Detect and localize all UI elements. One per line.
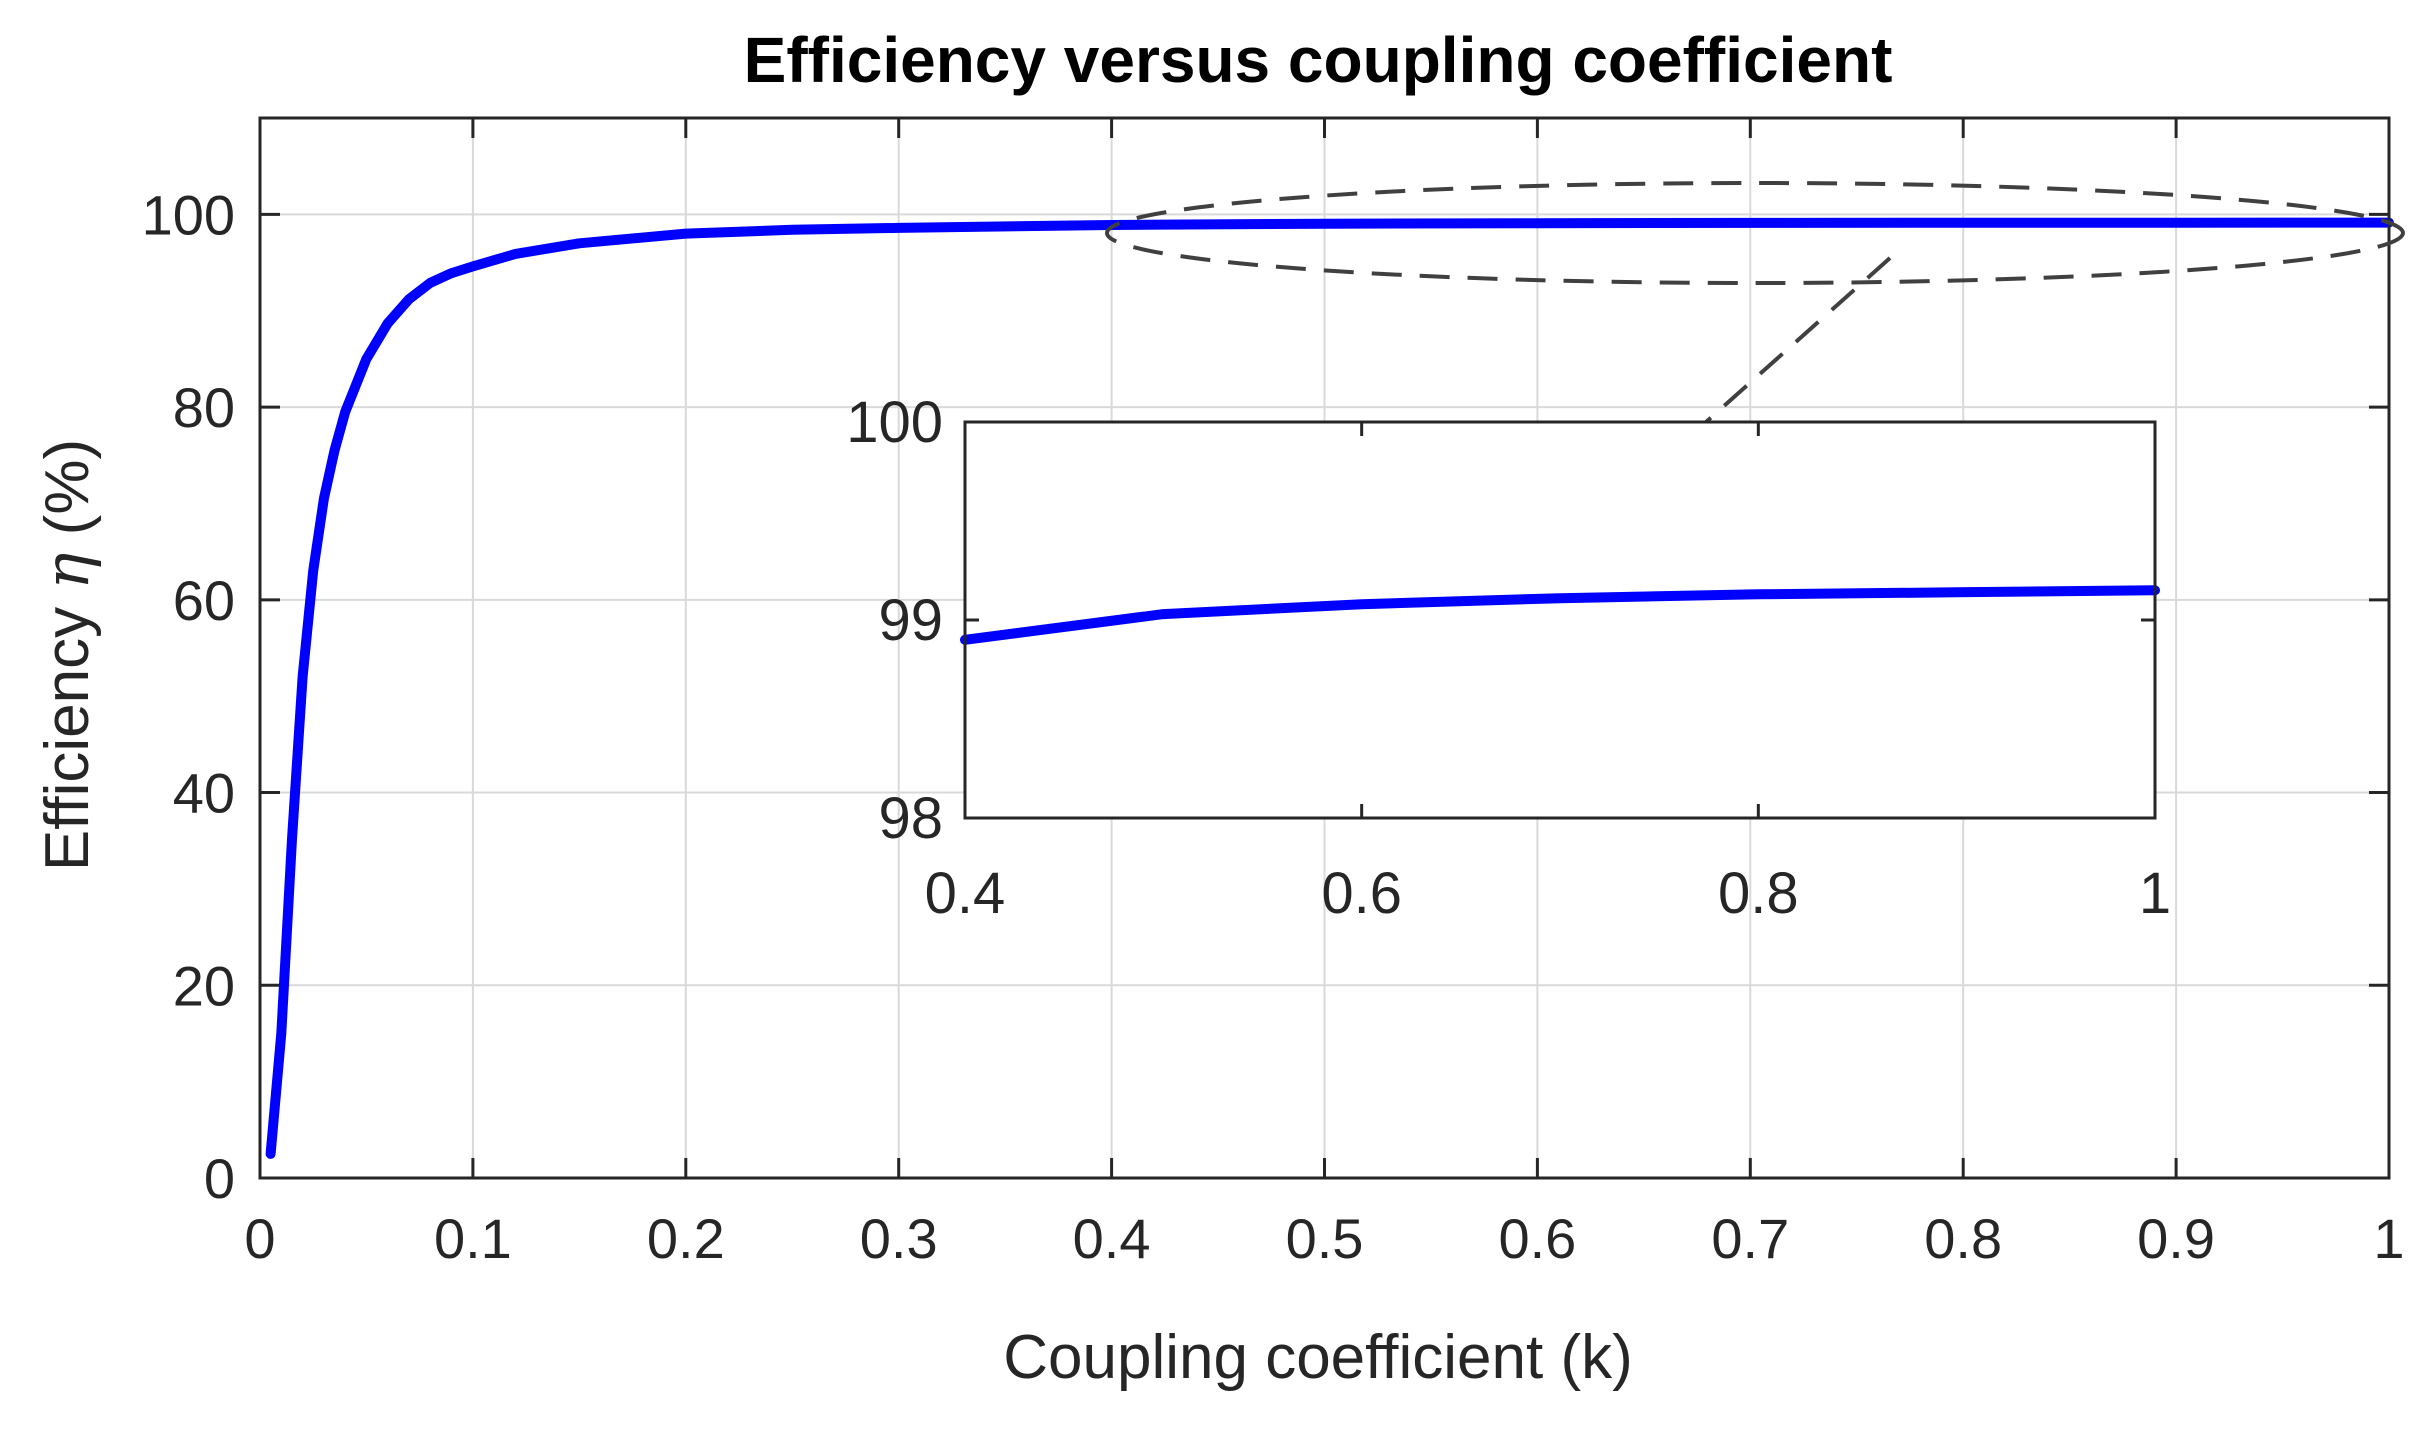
x-tick-label: 0 [244,1207,275,1270]
x-tick-label: 0.5 [1286,1207,1364,1270]
inset-efficiency-series-line [960,585,2160,645]
inset-y-tick-label: 98 [878,786,943,851]
y-tick-labels: 0 20 40 60 80 100 [142,183,235,1210]
y-axis-label: Efficiency η (%) [30,439,103,871]
y-tick-label: 60 [173,569,235,632]
inset-y-tick-labels: 98 99 100 [846,390,943,851]
x-tick-label: 0.1 [434,1207,512,1270]
x-tick-label: 0.3 [860,1207,938,1270]
inset-background [965,422,2155,818]
inset-y-tick-label: 100 [846,390,943,455]
y-tick-label: 100 [142,183,235,246]
inset-y-tick-label: 99 [878,588,943,653]
inset-x-tick-label: 0.4 [925,861,1006,926]
inset-series [960,585,2160,645]
inset-axes-box [963,420,2157,820]
x-tick-label: 1 [2373,1207,2404,1270]
y-tick-label: 20 [173,954,235,1017]
y-axis-label-prefix: Efficiency [33,590,102,871]
main-series [265,217,2394,1159]
x-tick-label: 0.8 [1924,1207,2002,1270]
zoom-region-ellipse [1105,181,2405,285]
x-tick-label: 0.7 [1711,1207,1789,1270]
inset-x-tick-labels: 0.4 0.6 0.8 1 [925,861,2171,926]
main-axes-box [258,116,2391,1180]
x-tick-label: 0.9 [2137,1207,2215,1270]
x-tick-label: 0.2 [647,1207,725,1270]
y-axis-label-symbol: η [30,553,103,590]
inset-x-tick-label: 0.6 [1321,861,1402,926]
inset-x-tick-label: 0.8 [1718,861,1799,926]
y-tick-label: 80 [173,376,235,439]
y-axis-label-suffix: (%) [33,439,102,553]
zoom-arrow-line [1603,256,1892,514]
efficiency-series-line [265,217,2394,1159]
y-tick-label: 0 [204,1147,235,1210]
x-tick-label: 0.6 [1498,1207,1576,1270]
y-tick-label: 40 [173,762,235,825]
x-tick-label: 0.4 [1073,1207,1151,1270]
chart-title: Efficiency versus coupling coefficient [744,24,1893,96]
inset-x-tick-label: 1 [2139,861,2171,926]
x-tick-labels: 0 0.1 0.2 0.3 0.4 0.5 0.6 0.7 0.8 0.9 1 [244,1207,2404,1270]
x-axis-label: Coupling coefficient (k) [1003,1323,1633,1392]
